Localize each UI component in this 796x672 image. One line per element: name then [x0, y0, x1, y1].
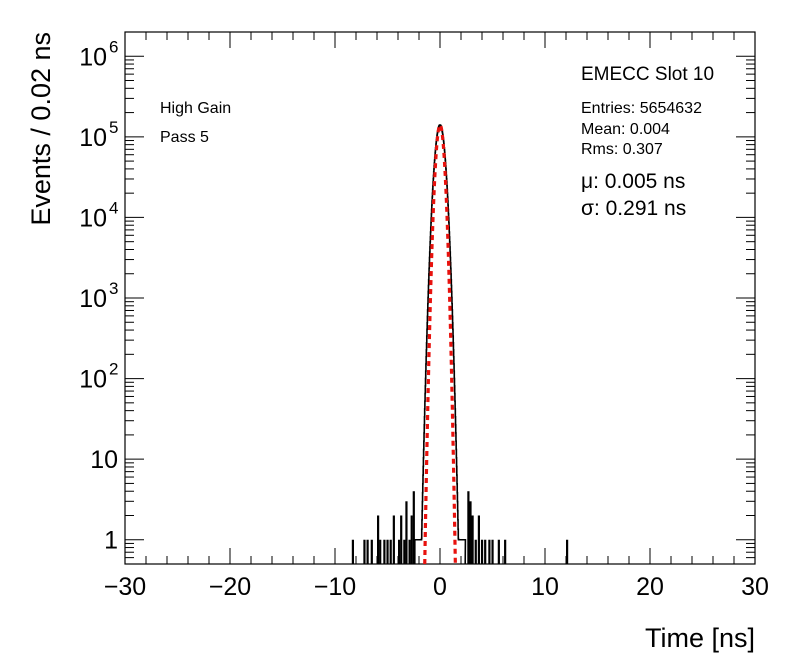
- y-tick-label: 10: [79, 285, 107, 313]
- x-tick-label: 10: [531, 573, 559, 601]
- histogram-bin: [366, 539, 369, 564]
- histogram-bin: [370, 539, 373, 564]
- histogram-bin: [566, 539, 569, 564]
- fit-layer: [423, 123, 457, 565]
- histogram-bin: [386, 539, 389, 564]
- y-tick-label: 10: [79, 124, 107, 152]
- x-axis-title: Time [ns]: [645, 623, 755, 653]
- histogram-bin: [392, 515, 395, 564]
- annotation-high-gain: High Gain: [160, 100, 231, 117]
- histogram-bin: [504, 539, 507, 564]
- annotation-pass: Pass 5: [160, 129, 209, 146]
- x-tick-label: −10: [314, 573, 356, 601]
- histogram-bin: [471, 515, 474, 564]
- histogram-bin: [477, 515, 480, 564]
- y-tick-label-exponent: 3: [109, 279, 118, 298]
- histogram-bin: [484, 539, 487, 564]
- histogram-bin: [474, 539, 477, 564]
- x-axis: −30 −20 −10 0 10 20 30: [104, 32, 769, 601]
- histogram-bin: [469, 501, 472, 564]
- histogram-bin: [363, 539, 366, 564]
- y-tick-label: 10: [79, 204, 107, 232]
- histogram-bin: [383, 539, 386, 564]
- y-tick-label: 1: [104, 527, 118, 555]
- y-tick-label: 10: [90, 446, 118, 474]
- stats-rms: Rms: 0.307: [581, 141, 663, 158]
- histogram-bin: [480, 539, 484, 564]
- fit-mu-label: μ: 0.005 ns: [581, 170, 685, 193]
- histogram-bin: [467, 491, 470, 564]
- x-tick-label: 0: [433, 573, 447, 601]
- y-tick-label-exponent: 5: [109, 118, 118, 137]
- stats-entries: Entries: 5654632: [581, 100, 702, 117]
- histogram-bin: [408, 539, 411, 564]
- y-tick-label-exponent: 4: [109, 198, 118, 217]
- y-tick-label-exponent: 2: [109, 360, 118, 379]
- histogram-bin: [488, 539, 491, 564]
- stats-mean: Mean: 0.004: [581, 121, 670, 138]
- histogram-bin: [377, 515, 380, 564]
- histogram-core: [414, 124, 467, 565]
- gaussian-fit-curve: [423, 123, 457, 565]
- x-tick-label: −30: [104, 573, 146, 601]
- histogram-bin: [405, 501, 408, 564]
- histogram-bin: [403, 539, 406, 564]
- y-tick-label: 10: [79, 43, 107, 71]
- histogram-bin: [412, 491, 415, 564]
- x-tick-label: 30: [741, 573, 769, 601]
- stats-title: EMECC Slot 10: [581, 64, 714, 85]
- x-tick-label: −20: [209, 573, 251, 601]
- histogram-bin: [497, 539, 500, 564]
- x-tick-label: 20: [636, 573, 664, 601]
- histogram-bin: [389, 539, 392, 564]
- histogram-bin: [379, 539, 382, 564]
- histogram-bin: [351, 539, 354, 564]
- histogram-bin: [398, 539, 401, 564]
- histogram-bin: [400, 515, 403, 564]
- histogram-bin: [491, 539, 494, 564]
- y-tick-label-exponent: 6: [109, 37, 118, 56]
- histogram-bin: [410, 515, 413, 564]
- y-tick-label: 10: [79, 366, 107, 394]
- fit-sigma-label: σ: 0.291 ns: [581, 197, 686, 220]
- y-axis-title: Events / 0.02 ns: [26, 32, 56, 226]
- data-layer: [351, 124, 569, 565]
